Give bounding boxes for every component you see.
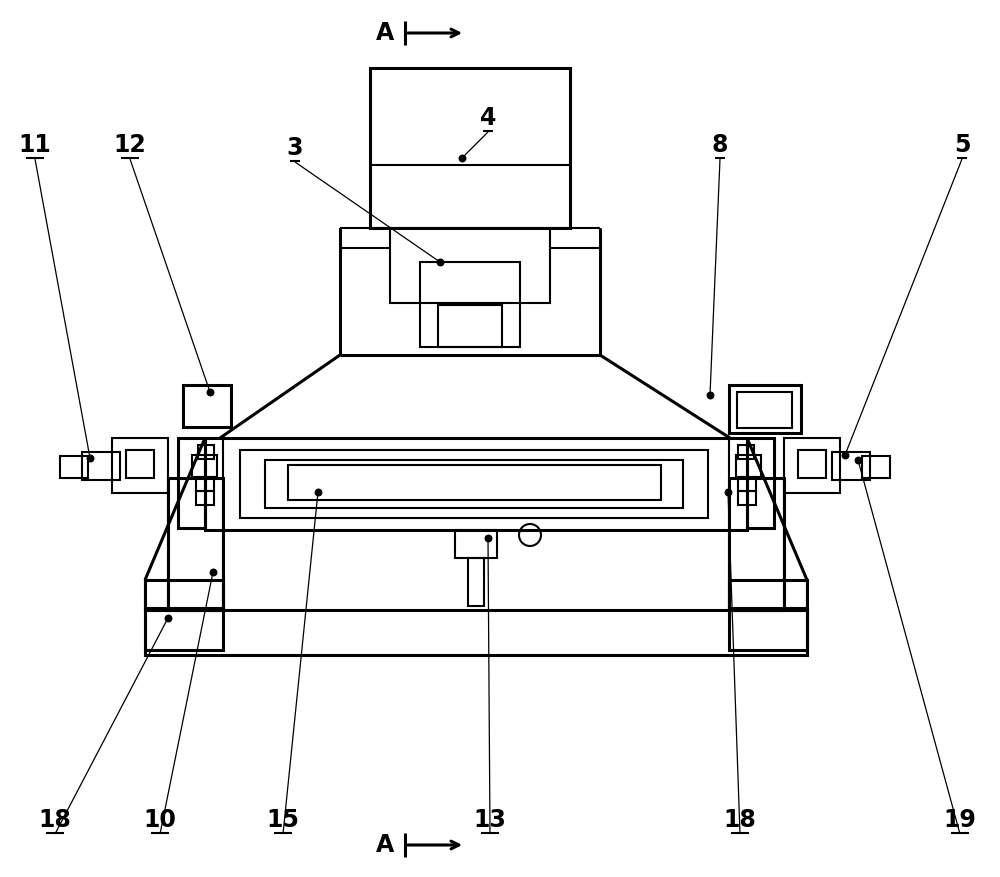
- Text: 5: 5: [954, 133, 970, 157]
- Bar: [438, 305, 502, 347]
- Bar: [196, 477, 214, 491]
- Bar: [183, 385, 231, 427]
- Bar: [198, 445, 214, 459]
- Bar: [205, 438, 747, 530]
- Bar: [126, 450, 154, 478]
- Bar: [145, 580, 223, 610]
- Bar: [265, 460, 683, 508]
- Bar: [192, 455, 217, 477]
- Point: [454, 151, 470, 165]
- Bar: [468, 558, 484, 606]
- Text: 4: 4: [480, 106, 496, 130]
- Bar: [738, 477, 756, 491]
- Bar: [145, 608, 223, 650]
- Text: 8: 8: [712, 133, 728, 157]
- Point: [160, 611, 176, 625]
- Bar: [729, 580, 807, 610]
- Point: [480, 531, 496, 545]
- Bar: [798, 450, 826, 478]
- Bar: [112, 438, 168, 493]
- Point: [850, 453, 866, 467]
- Text: 10: 10: [144, 808, 176, 832]
- Point: [82, 451, 98, 465]
- Bar: [82, 452, 120, 480]
- Point: [702, 388, 718, 402]
- Bar: [736, 455, 761, 477]
- Text: 19: 19: [944, 808, 976, 832]
- Text: 18: 18: [724, 808, 756, 832]
- Bar: [420, 262, 520, 347]
- Text: 11: 11: [19, 133, 51, 157]
- Text: A: A: [376, 833, 394, 857]
- Bar: [390, 228, 550, 303]
- Bar: [240, 450, 708, 518]
- Bar: [145, 610, 807, 655]
- Text: 13: 13: [474, 808, 506, 832]
- Text: 15: 15: [267, 808, 299, 832]
- Bar: [738, 491, 756, 505]
- Bar: [729, 608, 807, 650]
- Point: [720, 485, 736, 499]
- Bar: [196, 491, 214, 505]
- Bar: [832, 452, 870, 480]
- Bar: [737, 392, 792, 428]
- Point: [310, 485, 326, 499]
- Bar: [60, 456, 88, 478]
- Point: [432, 255, 448, 269]
- Point: [837, 448, 853, 462]
- Bar: [729, 385, 801, 433]
- Point: [205, 565, 221, 579]
- Bar: [729, 478, 784, 610]
- Bar: [288, 465, 661, 500]
- Bar: [738, 445, 754, 459]
- Point: [202, 385, 218, 399]
- Bar: [747, 438, 774, 528]
- Text: 12: 12: [114, 133, 146, 157]
- Bar: [784, 438, 840, 493]
- Text: A: A: [376, 21, 394, 45]
- Bar: [178, 438, 205, 528]
- Text: 3: 3: [287, 136, 303, 160]
- Bar: [370, 68, 570, 228]
- Text: 18: 18: [39, 808, 71, 832]
- Bar: [862, 456, 890, 478]
- Bar: [455, 530, 497, 558]
- Bar: [168, 478, 223, 610]
